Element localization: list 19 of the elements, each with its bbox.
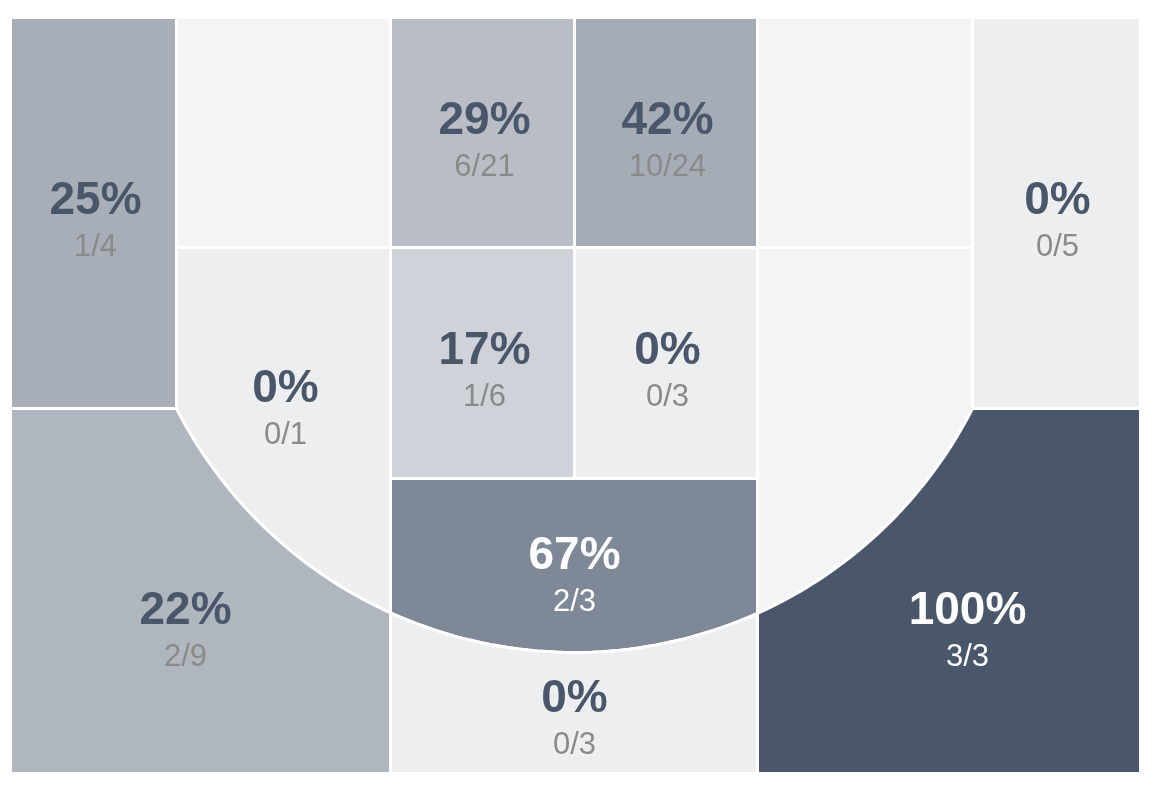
data-label: 42% xyxy=(621,91,714,144)
category-label: 0/5 xyxy=(1035,228,1080,263)
data-label: 25% xyxy=(49,171,142,224)
category-label: 1/6 xyxy=(462,378,507,413)
data-label: 67% xyxy=(528,526,621,579)
data-label: 0% xyxy=(1024,171,1091,224)
data-label: 29% xyxy=(438,91,531,144)
data-label: 0% xyxy=(541,669,608,722)
category-label: 0/3 xyxy=(645,378,690,413)
data-label: 0% xyxy=(252,359,319,412)
category-label: 0/3 xyxy=(552,726,597,761)
category-label: 6/21 xyxy=(454,148,515,183)
data-label: 17% xyxy=(438,321,531,374)
data-label: 0% xyxy=(634,321,701,374)
category-label: 2/3 xyxy=(552,583,597,618)
data-label: 100% xyxy=(908,581,1027,634)
category-label: 0/1 xyxy=(263,416,308,451)
data-label: 22% xyxy=(139,581,232,634)
category-label: 3/3 xyxy=(945,638,990,673)
